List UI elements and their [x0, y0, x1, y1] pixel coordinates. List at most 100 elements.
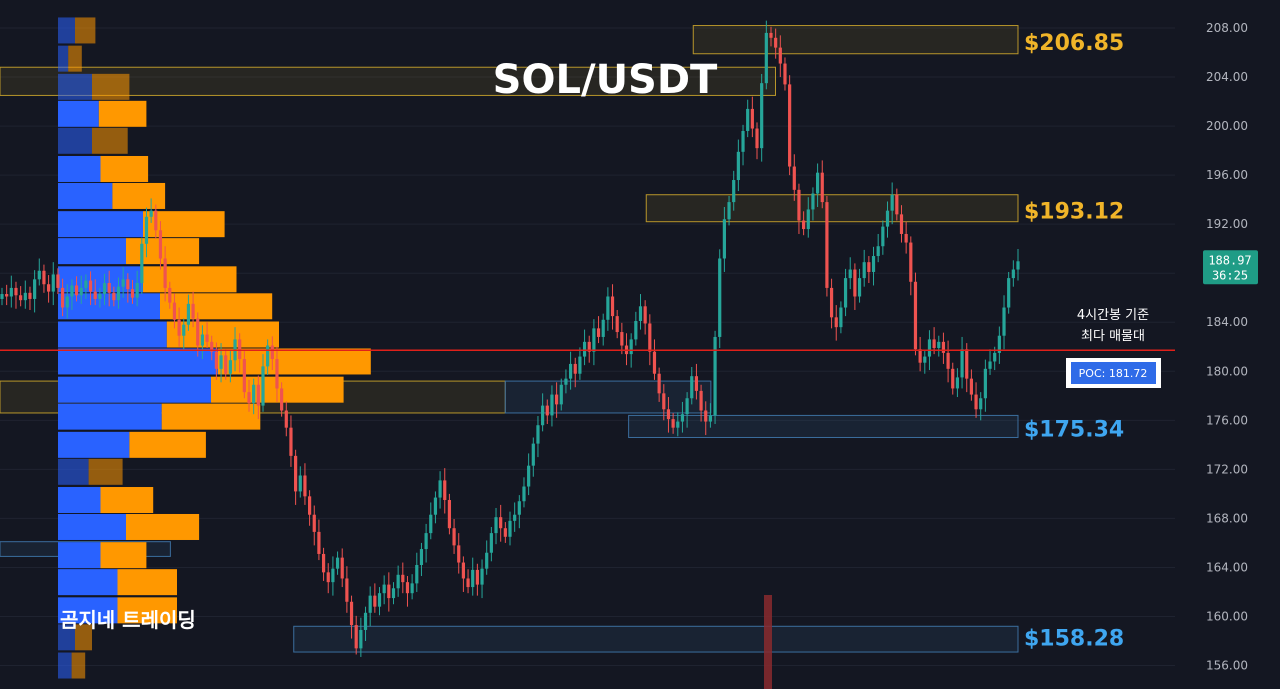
price-tick-label: 208.00	[1206, 21, 1248, 35]
candle-body	[214, 351, 218, 369]
volume-buy-bar	[58, 431, 130, 458]
level-label: $158.28	[1024, 627, 1124, 652]
level-zone	[645, 194, 1019, 223]
candle-body	[788, 84, 792, 167]
volume-buy-bar	[58, 182, 113, 209]
candle-body	[857, 278, 862, 297]
candle-body	[335, 557, 340, 569]
candle-body	[969, 378, 973, 395]
candle-body	[317, 531, 321, 554]
candle-body	[545, 405, 549, 416]
volume-buy-bar	[58, 73, 92, 100]
candle-body	[778, 47, 782, 64]
candle-body	[252, 384, 256, 404]
candle-body	[699, 390, 703, 411]
candle-body	[657, 373, 661, 394]
price-tick-label: 168.00	[1206, 511, 1248, 525]
candle-body	[238, 339, 242, 360]
candle-body	[205, 334, 209, 342]
candle-body	[755, 128, 759, 149]
candle-body	[746, 108, 750, 131]
candle-body	[890, 194, 894, 211]
candle-body	[307, 496, 312, 515]
candle-body	[429, 514, 433, 534]
candle-body	[433, 497, 438, 515]
candle-body	[1007, 278, 1011, 308]
candle-body	[359, 629, 363, 649]
candle-body	[671, 419, 675, 428]
candle-body	[881, 226, 885, 247]
volume-buy-bar	[58, 458, 89, 485]
volume-buy-bar	[58, 652, 72, 679]
candle-body	[382, 584, 386, 594]
candle-body	[1011, 269, 1015, 279]
level-zone	[692, 25, 1019, 55]
current-price-badge: 188.97 36:25	[1203, 250, 1258, 285]
candle-body	[732, 180, 736, 203]
candle-body	[895, 194, 899, 215]
candle-body	[988, 361, 992, 369]
candle-body	[130, 289, 135, 298]
candle-body	[228, 360, 232, 374]
price-tick-label: 204.00	[1206, 70, 1248, 84]
candle-body	[158, 230, 163, 259]
candle-countdown: 36:25	[1212, 268, 1248, 282]
price-tick-label: 192.00	[1206, 217, 1248, 231]
watermark: 곰지네 트레이딩	[60, 608, 196, 632]
candle-body	[797, 189, 801, 221]
candle-body	[312, 514, 316, 532]
candle-body	[349, 601, 354, 626]
candle-body	[140, 243, 144, 284]
candle-body	[98, 294, 102, 299]
volume-buy-bar	[58, 17, 75, 44]
candle-body	[340, 557, 344, 579]
candle-body	[727, 202, 731, 220]
candle-body	[564, 378, 568, 385]
candle-body	[983, 368, 987, 399]
level-label: $193.12	[1024, 199, 1124, 224]
candle-body	[517, 501, 521, 515]
candle-body	[592, 328, 596, 352]
candle-body	[834, 317, 838, 328]
price-tick-label: 172.00	[1206, 462, 1248, 476]
price-tick-label: 196.00	[1206, 168, 1248, 182]
candle-body	[825, 202, 829, 288]
volume-buy-bar	[58, 100, 99, 127]
volume-sell-bar	[126, 513, 200, 540]
candle-body	[270, 345, 274, 360]
candle-body	[1002, 307, 1006, 336]
candle-body	[531, 443, 535, 466]
candle-body	[853, 269, 857, 297]
candle-body	[764, 32, 768, 84]
level-zone	[293, 625, 1019, 653]
candle-body	[909, 242, 913, 282]
candle-body	[438, 480, 442, 498]
candle-body	[363, 612, 368, 630]
candle-body	[783, 63, 787, 85]
price-tick-label: 176.00	[1206, 413, 1248, 427]
candle-body	[508, 520, 512, 537]
level-label: $206.85	[1024, 31, 1124, 56]
candle-body	[485, 552, 489, 569]
volume-sell-bar	[92, 73, 130, 100]
candle-body	[582, 341, 587, 357]
candle-body	[489, 533, 493, 553]
volume-sell-bar	[166, 321, 279, 348]
candle-body	[979, 398, 983, 410]
volume-buy-bar	[58, 487, 101, 514]
volume-buy-bar	[58, 155, 101, 182]
candle-body	[811, 193, 815, 210]
candle-body	[792, 166, 796, 190]
candle-body	[391, 588, 396, 599]
volume-buy-bar	[58, 348, 218, 375]
volume-buy-bar	[58, 376, 211, 403]
candle-body	[247, 392, 251, 404]
poc-badge[interactable]: POC: 181.72	[1066, 358, 1161, 388]
volume-buy-bar	[58, 403, 162, 430]
price-tick-label: 156.00	[1206, 659, 1248, 673]
candle-body	[419, 549, 424, 565]
candle-body	[708, 415, 713, 422]
volume-sell-bar	[100, 542, 147, 569]
candle-body	[578, 356, 582, 374]
